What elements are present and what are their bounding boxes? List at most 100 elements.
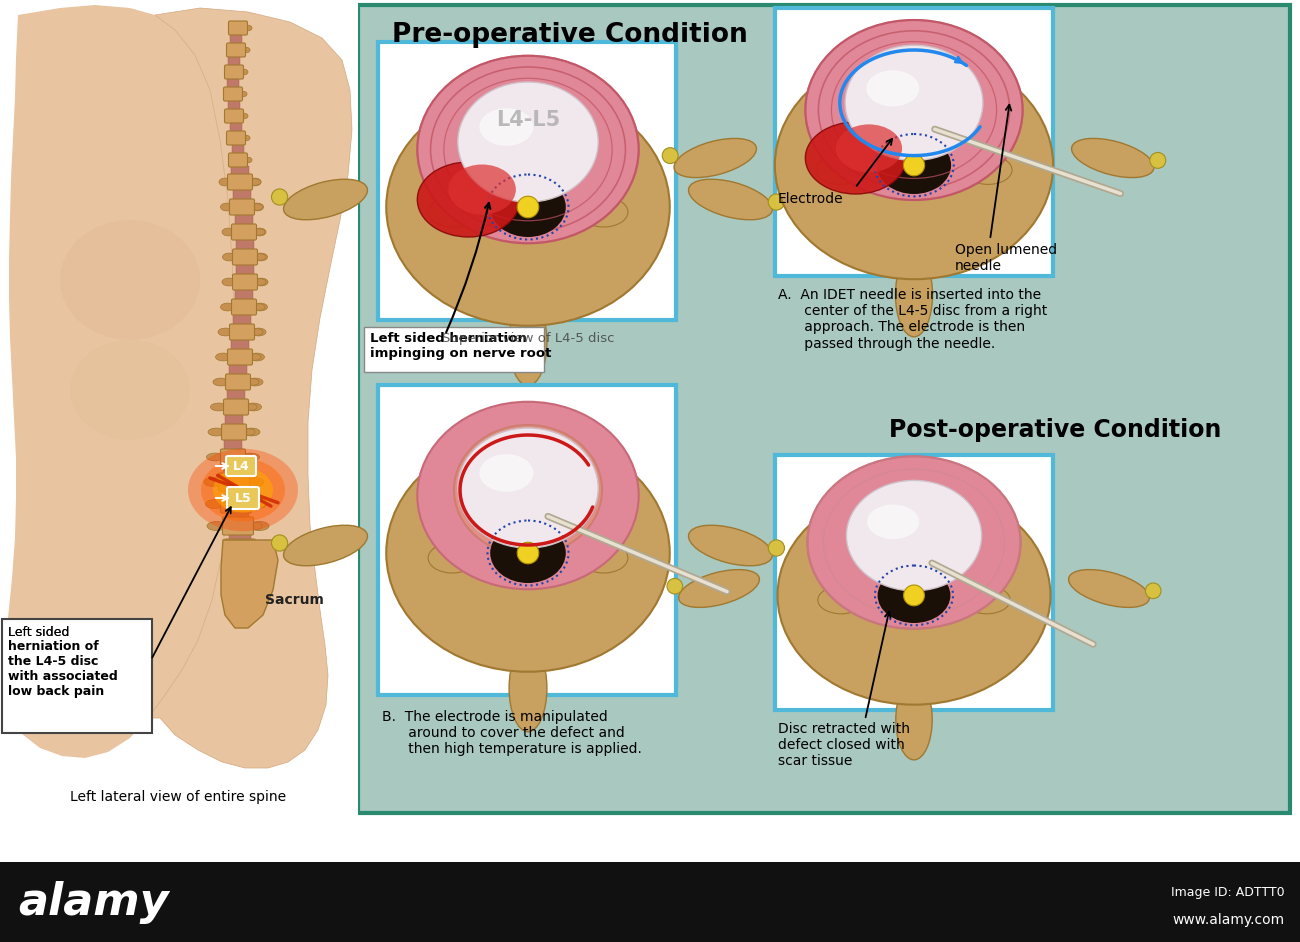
Ellipse shape <box>510 299 547 386</box>
FancyBboxPatch shape <box>224 87 243 101</box>
Text: L4-L5: L4-L5 <box>495 110 560 130</box>
Ellipse shape <box>222 228 235 236</box>
Text: Electrode: Electrode <box>777 192 844 206</box>
Ellipse shape <box>386 89 670 326</box>
FancyBboxPatch shape <box>222 561 254 579</box>
Ellipse shape <box>251 329 263 335</box>
Ellipse shape <box>251 328 266 336</box>
Ellipse shape <box>60 220 200 340</box>
Text: Pre-operative Condition: Pre-operative Condition <box>393 22 748 48</box>
Circle shape <box>272 535 287 551</box>
Ellipse shape <box>242 136 250 140</box>
Circle shape <box>517 543 538 564</box>
Ellipse shape <box>867 505 919 539</box>
Circle shape <box>903 585 924 606</box>
Circle shape <box>272 189 287 205</box>
Text: A.  An IDET needle is inserted into the
      center of the L4-5 disc from a rig: A. An IDET needle is inserted into the c… <box>777 288 1048 350</box>
Ellipse shape <box>243 428 260 436</box>
Bar <box>235 288 252 300</box>
Ellipse shape <box>207 453 224 461</box>
Ellipse shape <box>448 165 516 215</box>
FancyBboxPatch shape <box>218 473 250 491</box>
Ellipse shape <box>254 253 266 260</box>
Ellipse shape <box>242 47 250 53</box>
Ellipse shape <box>248 499 266 509</box>
Ellipse shape <box>250 178 261 186</box>
Text: Post-operative Condition: Post-operative Condition <box>889 418 1221 442</box>
Circle shape <box>1145 583 1161 598</box>
Bar <box>226 77 239 89</box>
Ellipse shape <box>675 138 757 178</box>
Circle shape <box>662 148 679 164</box>
FancyBboxPatch shape <box>230 324 255 340</box>
FancyBboxPatch shape <box>233 274 257 290</box>
FancyBboxPatch shape <box>224 399 248 415</box>
Ellipse shape <box>1071 138 1154 178</box>
Bar <box>230 122 242 133</box>
Bar <box>231 143 244 154</box>
Text: Left sided: Left sided <box>8 626 69 639</box>
FancyBboxPatch shape <box>230 199 255 215</box>
Bar <box>231 338 248 350</box>
Ellipse shape <box>246 479 257 486</box>
Ellipse shape <box>417 162 520 237</box>
Ellipse shape <box>208 428 225 436</box>
Ellipse shape <box>689 179 772 219</box>
Ellipse shape <box>242 453 260 461</box>
Ellipse shape <box>689 526 772 566</box>
Ellipse shape <box>218 328 233 336</box>
Ellipse shape <box>454 425 602 555</box>
Text: Left sided: Left sided <box>8 626 69 639</box>
Text: Superior view of L4-5 disc: Superior view of L4-5 disc <box>442 332 614 345</box>
Ellipse shape <box>679 570 759 608</box>
FancyBboxPatch shape <box>3 619 152 733</box>
Ellipse shape <box>845 45 983 160</box>
Ellipse shape <box>246 478 264 486</box>
FancyBboxPatch shape <box>229 153 247 167</box>
FancyBboxPatch shape <box>225 539 256 557</box>
FancyBboxPatch shape <box>225 109 243 123</box>
Ellipse shape <box>247 378 263 386</box>
Ellipse shape <box>222 278 237 286</box>
Bar <box>227 388 244 400</box>
FancyBboxPatch shape <box>221 449 246 465</box>
Ellipse shape <box>896 679 932 760</box>
FancyBboxPatch shape <box>225 374 251 390</box>
Polygon shape <box>148 8 352 768</box>
Bar <box>229 533 251 541</box>
Polygon shape <box>221 540 278 628</box>
Ellipse shape <box>222 253 237 261</box>
FancyBboxPatch shape <box>226 456 256 476</box>
Bar <box>231 166 248 175</box>
FancyBboxPatch shape <box>226 131 246 145</box>
Ellipse shape <box>204 478 222 486</box>
Bar <box>230 34 242 44</box>
Ellipse shape <box>963 586 1010 614</box>
Bar <box>378 42 676 320</box>
Ellipse shape <box>866 71 919 106</box>
Ellipse shape <box>254 303 265 310</box>
Bar <box>233 188 251 201</box>
Ellipse shape <box>490 523 566 583</box>
Ellipse shape <box>816 155 863 185</box>
FancyBboxPatch shape <box>226 43 246 57</box>
Text: Image ID: ADTTT0: Image ID: ADTTT0 <box>1171 885 1284 899</box>
Bar <box>775 8 1053 276</box>
Ellipse shape <box>221 203 233 211</box>
FancyBboxPatch shape <box>227 487 259 509</box>
Bar <box>358 5 1290 813</box>
Bar <box>222 463 246 475</box>
FancyBboxPatch shape <box>225 65 243 79</box>
Ellipse shape <box>807 456 1020 628</box>
Ellipse shape <box>254 253 268 261</box>
FancyBboxPatch shape <box>233 249 257 265</box>
Bar <box>233 314 251 326</box>
Ellipse shape <box>254 279 266 285</box>
Ellipse shape <box>428 197 477 227</box>
Ellipse shape <box>490 177 566 237</box>
Ellipse shape <box>254 228 266 236</box>
Ellipse shape <box>775 51 1053 279</box>
Ellipse shape <box>417 56 638 243</box>
Ellipse shape <box>247 379 259 385</box>
Ellipse shape <box>202 459 285 522</box>
